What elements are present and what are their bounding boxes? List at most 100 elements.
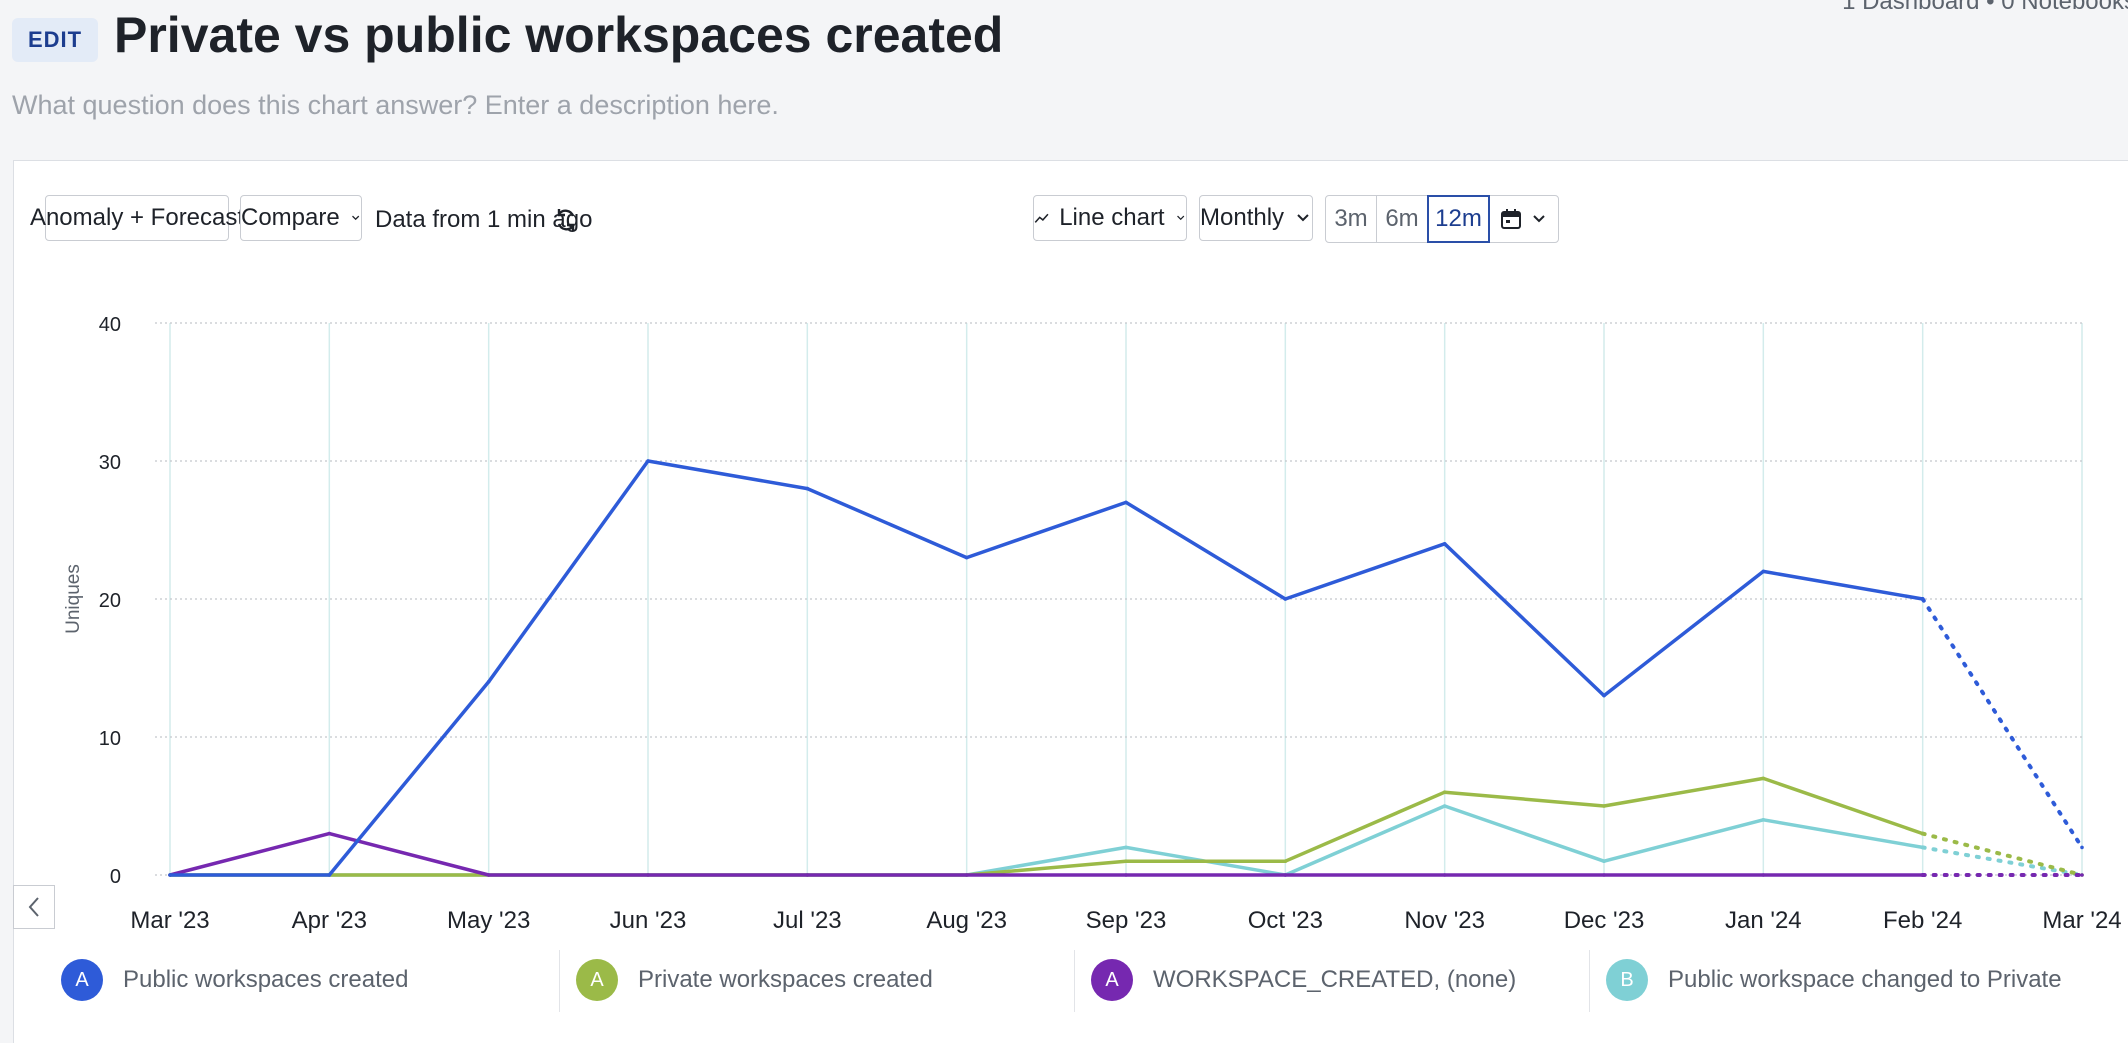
chevron-left-icon — [28, 897, 39, 917]
x-tick-label: Jun '23 — [610, 907, 687, 934]
data-point — [1124, 873, 1128, 877]
series-line — [170, 776, 1924, 877]
legend-item-private-created[interactable]: A Private workspaces created — [576, 940, 933, 1020]
data-point — [1602, 804, 1606, 808]
data-point — [2080, 845, 2084, 850]
data-point — [1602, 873, 1606, 877]
y-tick-label: 20 — [99, 590, 121, 612]
data-point — [1761, 818, 1766, 822]
usage-summary[interactable]: 1 Dashboard • 0 Notebooks — [1842, 0, 2128, 15]
x-tick-label: Dec '23 — [1564, 907, 1645, 934]
data-point — [1761, 873, 1766, 877]
data-point — [1920, 597, 1925, 601]
legend-item-public-to-private[interactable]: B Public workspace changed to Private — [1606, 940, 2062, 1020]
range-12m-button[interactable]: 12m — [1427, 195, 1490, 243]
legend-badge: A — [1091, 959, 1133, 1001]
legend-divider — [1074, 950, 1075, 1012]
data-point — [646, 873, 650, 877]
compare-label: Compare — [241, 204, 340, 231]
data-point — [1283, 873, 1288, 877]
x-tick-label: Aug '23 — [926, 907, 1007, 934]
data-point — [805, 486, 810, 491]
chevron-down-icon — [1533, 215, 1545, 223]
series-line — [170, 804, 1923, 877]
data-point — [1442, 790, 1447, 794]
scroll-left-button[interactable] — [13, 885, 55, 929]
data-point — [805, 873, 810, 877]
legend-badge: A — [61, 959, 103, 1001]
chevron-down-icon — [1297, 214, 1309, 222]
x-tick-label: Jan '24 — [1725, 907, 1802, 934]
x-tick-label: Nov '23 — [1404, 907, 1485, 934]
data-point — [1124, 500, 1128, 505]
legend-divider — [1589, 950, 1590, 1012]
data-point — [486, 873, 491, 877]
data-point — [1761, 776, 1766, 781]
x-tick-label: Jul '23 — [773, 907, 842, 934]
line-chart: 0 10 20 30 40 Mar '23 Apr '23 May '23 Jun '23 Jul… — [63, 314, 2122, 934]
chart-type-label: Line chart — [1059, 204, 1165, 231]
interval-dropdown[interactable]: Monthly — [1199, 195, 1313, 241]
data-point — [1442, 542, 1447, 546]
y-tick-label: 10 — [99, 728, 121, 750]
range-6m-button[interactable]: 6m — [1376, 195, 1428, 243]
legend-item-workspace-created-none[interactable]: A WORKSPACE_CREATED, (none) — [1091, 940, 1516, 1020]
x-tick-label: May '23 — [447, 907, 530, 934]
data-point — [1761, 569, 1766, 574]
chart-type-dropdown[interactable]: Line chart — [1033, 195, 1187, 241]
series-line — [170, 459, 1923, 877]
data-point — [1124, 859, 1128, 863]
data-point — [1920, 831, 1925, 836]
compare-dropdown[interactable]: Compare — [240, 195, 362, 241]
data-freshness: Data from 1 min ago — [375, 206, 593, 233]
data-point — [1602, 859, 1606, 863]
calendar-icon — [1501, 209, 1521, 229]
data-point — [1602, 693, 1606, 698]
x-tick-label: Sep '23 — [1086, 907, 1167, 934]
line-chart-icon — [1034, 213, 1049, 223]
y-tick-label: 40 — [99, 314, 121, 336]
x-tick-label: Oct '23 — [1248, 907, 1323, 934]
chevron-down-icon — [351, 215, 359, 221]
refresh-icon[interactable] — [554, 207, 578, 233]
legend-badge: B — [1606, 959, 1648, 1001]
data-point — [486, 680, 491, 684]
series-partial-segment — [1920, 597, 2084, 850]
data-point — [1283, 597, 1288, 601]
x-tick-label: Apr '23 — [292, 907, 367, 934]
chart-card: Anomaly + Forecast Compare Data from 1 m… — [13, 160, 2128, 1043]
x-tick-label: Feb '24 — [1883, 907, 1962, 934]
data-point — [964, 873, 969, 877]
legend-divider — [559, 950, 560, 1012]
data-point — [2080, 873, 2084, 877]
data-point — [1920, 873, 1925, 877]
legend-item-public-created[interactable]: A Public workspaces created — [61, 940, 408, 1020]
series-line — [169, 831, 1923, 877]
edit-button[interactable]: EDIT — [12, 18, 98, 62]
data-point — [964, 555, 969, 560]
chart-header: EDIT Private vs public workspaces create… — [0, 0, 2128, 160]
data-point — [327, 831, 332, 836]
data-point — [168, 873, 172, 877]
data-point — [1283, 859, 1288, 863]
anomaly-forecast-label: Anomaly + Forecast — [29, 204, 245, 231]
chart-toolbar: Anomaly + Forecast Compare Data from 1 m… — [14, 161, 2128, 281]
data-point — [1442, 804, 1447, 808]
x-tick-label: Mar '24 — [2042, 907, 2121, 934]
chevron-down-icon — [1176, 215, 1184, 221]
page-title[interactable]: Private vs public workspaces created — [114, 7, 1004, 63]
interval-label: Monthly — [1200, 204, 1285, 231]
range-3m-button[interactable]: 3m — [1325, 195, 1377, 243]
y-axis-label: Uniques — [63, 564, 84, 634]
anomaly-forecast-button[interactable]: Anomaly + Forecast — [30, 195, 244, 241]
legend-label: Public workspaces created — [123, 966, 409, 993]
legend-label: Private workspaces created — [638, 966, 933, 993]
description-field[interactable]: What question does this chart answer? En… — [12, 90, 779, 120]
data-point — [1442, 873, 1447, 877]
data-point — [1920, 845, 1925, 850]
x-tick-label: Mar '23 — [130, 907, 209, 934]
y-tick-label: 30 — [99, 452, 121, 474]
series-partial-segment — [1920, 831, 2084, 877]
date-picker-button[interactable] — [1489, 195, 1559, 243]
series-partial-segment — [1920, 845, 2084, 877]
